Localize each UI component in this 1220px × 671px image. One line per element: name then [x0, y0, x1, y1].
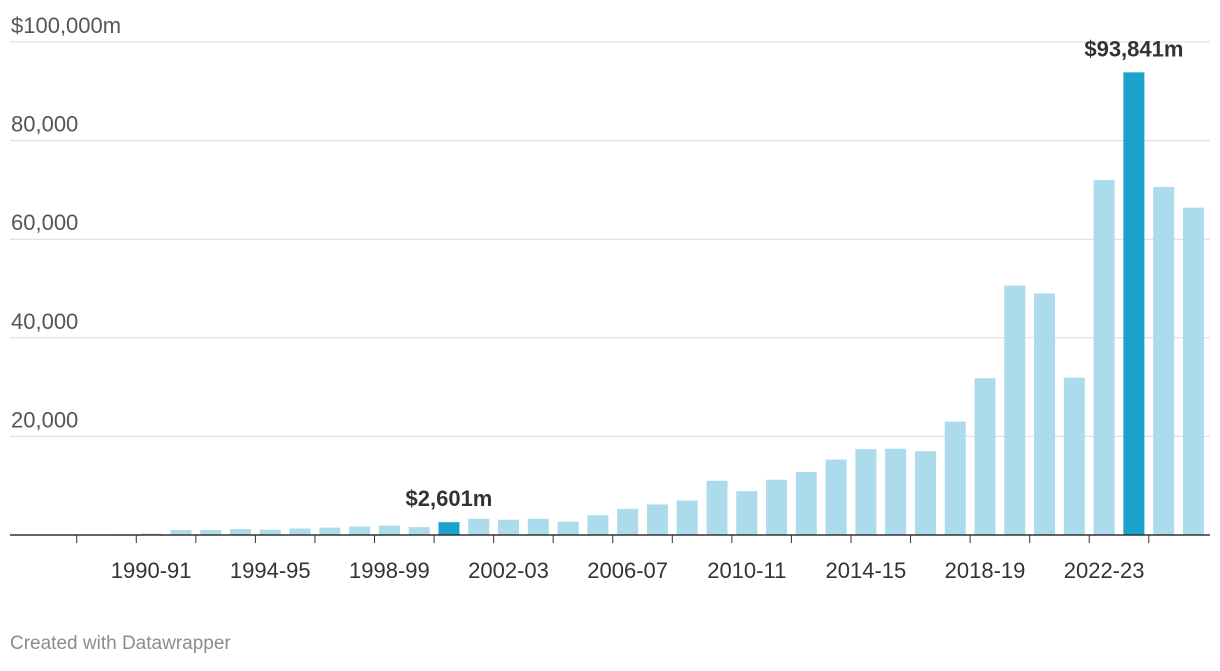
bar-1992-93	[200, 530, 222, 535]
x-tick-label: 2014-15	[826, 558, 907, 583]
x-tick-label: 1994-95	[230, 558, 311, 583]
y-tick-label: 40,000	[11, 309, 78, 334]
x-axis: 1990-91 1994-95 1998-99 2002-03 2006-07 2010-…	[10, 534, 1210, 583]
bars	[110, 72, 1204, 536]
bar-1994-95	[259, 529, 281, 535]
bar-2015-16	[885, 448, 907, 535]
bar-1999-00	[408, 527, 430, 535]
bar-2003-04	[527, 518, 549, 535]
bar-2018-19	[974, 378, 996, 535]
x-tick-label: 2010-11	[707, 558, 786, 583]
bar-1998-99	[378, 525, 400, 535]
x-tick-label: 2002-03	[468, 558, 549, 583]
bar-2011-12	[766, 479, 788, 535]
bar-2016-17	[914, 451, 936, 535]
bar-2014-15	[855, 449, 877, 535]
bar-2002-03	[498, 519, 520, 535]
bar-2017-18	[944, 421, 966, 535]
bar-1991-92	[170, 530, 192, 535]
bar-1997-98	[349, 526, 371, 535]
bar-2013-14	[825, 459, 847, 535]
y-tick-label: 80,000	[11, 112, 78, 137]
x-tick-label: 1990-91	[111, 558, 192, 583]
y-tick-label: $100,000m	[11, 13, 121, 38]
x-tick-label: 1998-99	[349, 558, 430, 583]
bar-1996-97	[319, 527, 341, 535]
x-tick-label: 2006-07	[587, 558, 668, 583]
bar-2000-01	[438, 522, 460, 535]
value-annotation: $93,841m	[1084, 36, 1183, 61]
x-tick-label: 2018-19	[945, 558, 1026, 583]
bar-2008-09	[676, 500, 698, 535]
bar-2009-10	[706, 480, 728, 535]
bar-2023-24	[1123, 72, 1145, 536]
value-annotation: $2,601m	[406, 486, 493, 511]
annotations: $2,601m $93,841m	[406, 36, 1184, 511]
bar-2006-07	[617, 508, 639, 535]
bar-2005-06	[587, 515, 609, 535]
y-tick-label: 60,000	[11, 210, 78, 235]
bar-1995-96	[289, 528, 311, 535]
credit-text: Created with Datawrapper	[10, 633, 231, 654]
bar-1993-94	[230, 529, 251, 535]
bar-2024-25	[1153, 186, 1175, 535]
bar-2001-02	[468, 518, 490, 535]
bar-2021-22	[1063, 377, 1085, 535]
x-tick-label: 2022-23	[1064, 558, 1145, 583]
bar-2022-23	[1093, 180, 1115, 536]
gridlines: $100,000m 80,000 60,000 40,000 20,000	[10, 13, 1210, 437]
bar-2010-11	[736, 491, 758, 535]
bar-2019-20	[1004, 285, 1026, 535]
bar-2012-13	[795, 471, 817, 535]
y-tick-label: 20,000	[11, 407, 78, 432]
bar-2020-21	[1034, 293, 1056, 535]
bar-2025-26	[1182, 207, 1204, 535]
bar-2007-08	[646, 504, 668, 535]
bar-2004-05	[557, 521, 579, 535]
